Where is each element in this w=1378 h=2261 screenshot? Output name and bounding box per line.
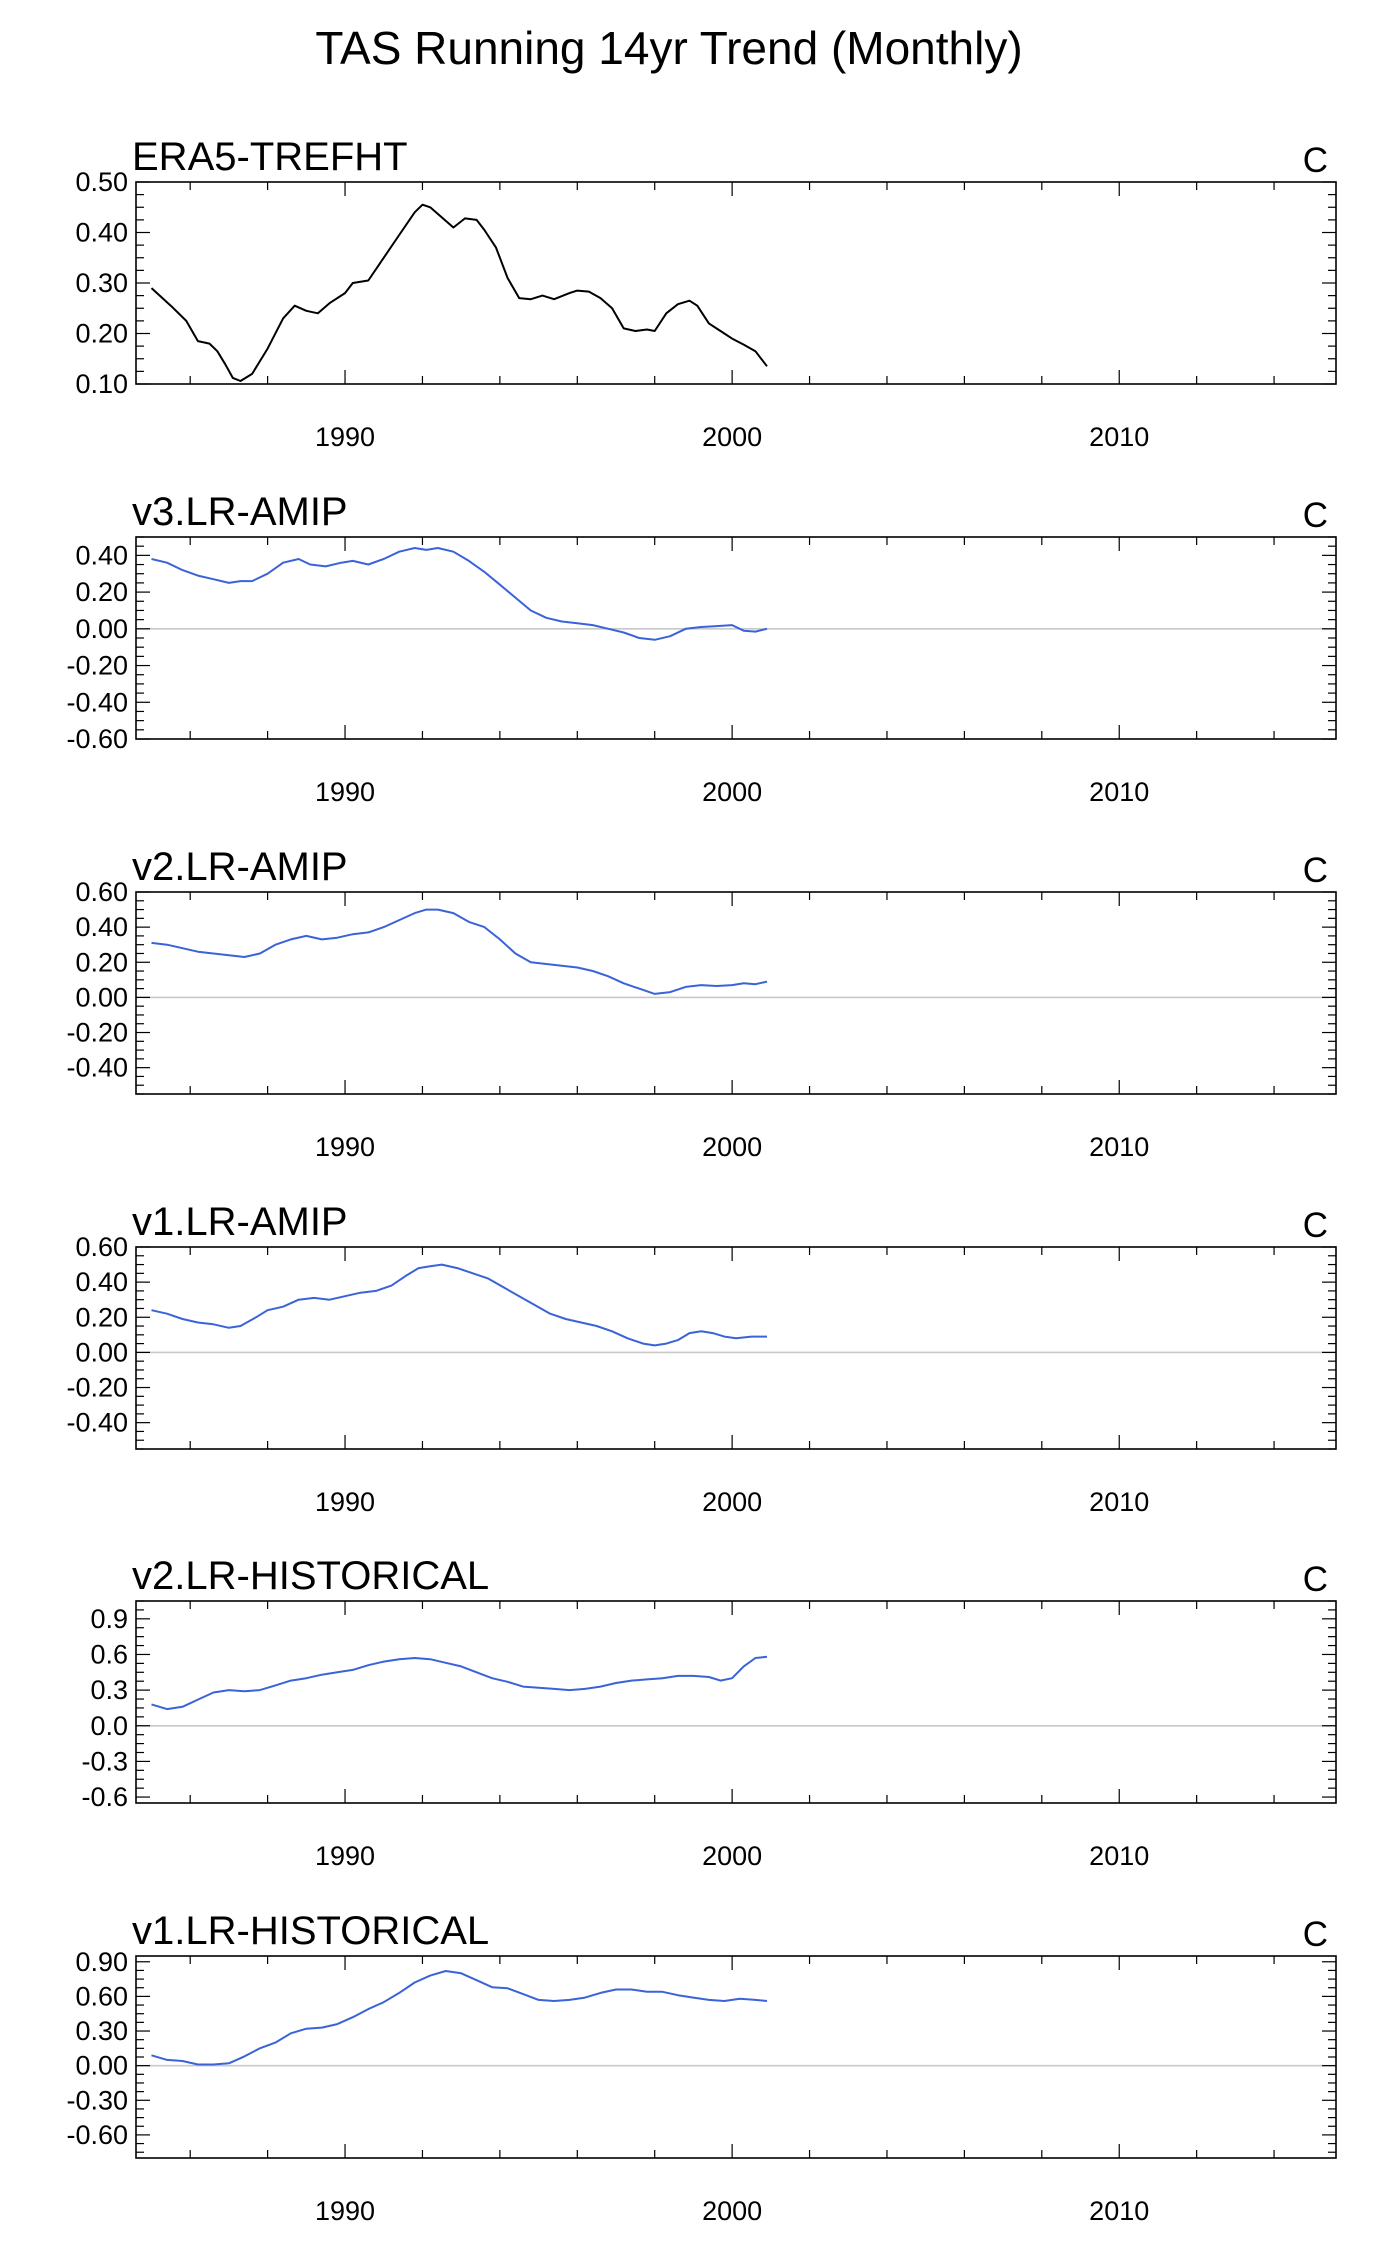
y-tick-label: -0.30: [66, 2085, 128, 2115]
y-tick-label: 0.40: [75, 218, 128, 248]
panel-title: v2.LR-AMIP: [132, 845, 348, 889]
y-tick-label: 0.60: [75, 1232, 128, 1262]
chart-panels: ERA5-TREFHT C 0.10 0.20 0.30 0.40 0.50 1990 2000…: [66, 135, 1337, 2226]
y-tick-label: -0.20: [66, 1018, 128, 1048]
y-tick-label: 0.00: [75, 614, 128, 644]
panel-title: v1.LR-HISTORICAL: [132, 1909, 489, 1953]
y-tick-label: -0.3: [81, 1746, 128, 1776]
series-line: [150, 203, 768, 382]
x-tick-label: 1990: [315, 422, 375, 452]
y-tick-label: 0.90: [75, 1947, 128, 1977]
y-tick-label: 0.20: [75, 319, 128, 349]
chart-panel-1: ERA5-TREFHT C 0.10 0.20 0.30 0.40 0.50 1990 2000…: [75, 135, 1337, 452]
y-tick-label: 0.30: [75, 2016, 128, 2046]
units-label: C: [1303, 851, 1328, 890]
series-line: [151, 1970, 768, 2066]
chart-panel-3: v2.LR-AMIP C -0.40 -0.20 0.00 0.20 0.40 0.60 199…: [66, 845, 1337, 1162]
panel-title: v1.LR-AMIP: [132, 1200, 348, 1244]
units-label: C: [1303, 496, 1328, 535]
y-tick-label: 0.60: [75, 877, 128, 907]
x-tick-label: 2010: [1089, 777, 1149, 807]
chart-panel-6: v1.LR-HISTORICAL C -0.60 -0.30 0.00 0.30 0.60 0…: [66, 1909, 1337, 2226]
units-label: C: [1303, 1206, 1328, 1245]
plot-frame: [135, 891, 1337, 1095]
x-tick-label: 2010: [1089, 1841, 1149, 1871]
series-line: [151, 908, 768, 995]
y-tick-label: 0.00: [75, 2051, 128, 2081]
chart-panel-4: v1.LR-AMIP C -0.40 -0.20 0.00 0.20 0.40 0.60 199…: [66, 1200, 1337, 1517]
y-tick-label: 0.60: [75, 1981, 128, 2011]
x-tick-label: 1990: [315, 1487, 375, 1517]
y-tick-label: 0.10: [75, 369, 128, 399]
y-tick-label: -0.60: [66, 724, 128, 754]
y-tick-label: 0.3: [90, 1675, 128, 1705]
panel-title: ERA5-TREFHT: [132, 135, 408, 179]
x-tick-label: 1990: [315, 777, 375, 807]
y-tick-label: -0.20: [66, 651, 128, 681]
x-tick-label: 2000: [702, 1841, 762, 1871]
plot-frame: [135, 1600, 1337, 1804]
x-tick-label: 2010: [1089, 1132, 1149, 1162]
y-tick-label: -0.40: [66, 687, 128, 717]
chart-panel-2: v3.LR-AMIP C -0.60 -0.40 -0.20 0.00 0.20 0.40 19…: [66, 490, 1337, 807]
x-tick-label: 2000: [702, 1132, 762, 1162]
panel-title: v3.LR-AMIP: [132, 490, 348, 534]
y-tick-label: 0.40: [75, 1267, 128, 1297]
x-tick-label: 2010: [1089, 1487, 1149, 1517]
x-tick-label: 2000: [702, 422, 762, 452]
y-tick-label: 0.0: [90, 1711, 128, 1741]
x-tick-label: 1990: [315, 2196, 375, 2226]
x-tick-label: 1990: [315, 1841, 375, 1871]
y-tick-label: 0.30: [75, 268, 128, 298]
y-tick-label: -0.40: [66, 1408, 128, 1438]
x-tick-label: 2010: [1089, 2196, 1149, 2226]
plot-frame: [135, 536, 1337, 740]
x-tick-label: 2000: [702, 777, 762, 807]
y-tick-label: -0.60: [66, 2120, 128, 2150]
y-tick-label: 0.6: [90, 1639, 128, 1669]
y-tick-label: 0.20: [75, 1302, 128, 1332]
y-tick-label: 0.20: [75, 947, 128, 977]
plot-frame: [135, 1246, 1337, 1450]
plot-frame: [135, 181, 1337, 385]
units-label: C: [1303, 141, 1328, 180]
y-tick-label: 0.50: [75, 167, 128, 197]
series-line: [151, 1655, 768, 1711]
y-tick-label: 0.40: [75, 912, 128, 942]
y-tick-label: 0.9: [90, 1604, 128, 1634]
units-label: C: [1303, 1560, 1328, 1599]
y-tick-label: -0.40: [66, 1053, 128, 1083]
x-tick-label: 2000: [702, 2196, 762, 2226]
y-tick-label: 0.00: [75, 982, 128, 1012]
y-tick-label: -0.6: [81, 1782, 128, 1812]
y-tick-label: 0.40: [75, 540, 128, 570]
x-tick-label: 2010: [1089, 422, 1149, 452]
y-tick-label: -0.20: [66, 1373, 128, 1403]
plot-frame: [135, 1955, 1337, 2159]
panel-title: v2.LR-HISTORICAL: [132, 1554, 489, 1598]
units-label: C: [1303, 1915, 1328, 1954]
series-line: [151, 547, 768, 641]
y-tick-label: 0.00: [75, 1337, 128, 1367]
y-tick-label: 0.20: [75, 577, 128, 607]
figure-title: TAS Running 14yr Trend (Monthly): [315, 22, 1022, 74]
x-tick-label: 2000: [702, 1487, 762, 1517]
series-line: [151, 1263, 767, 1347]
x-tick-label: 1990: [315, 1132, 375, 1162]
chart-panel-5: v2.LR-HISTORICAL C -0.6 -0.3 0.0 0.3 0.6 0.9 199…: [81, 1554, 1337, 1871]
